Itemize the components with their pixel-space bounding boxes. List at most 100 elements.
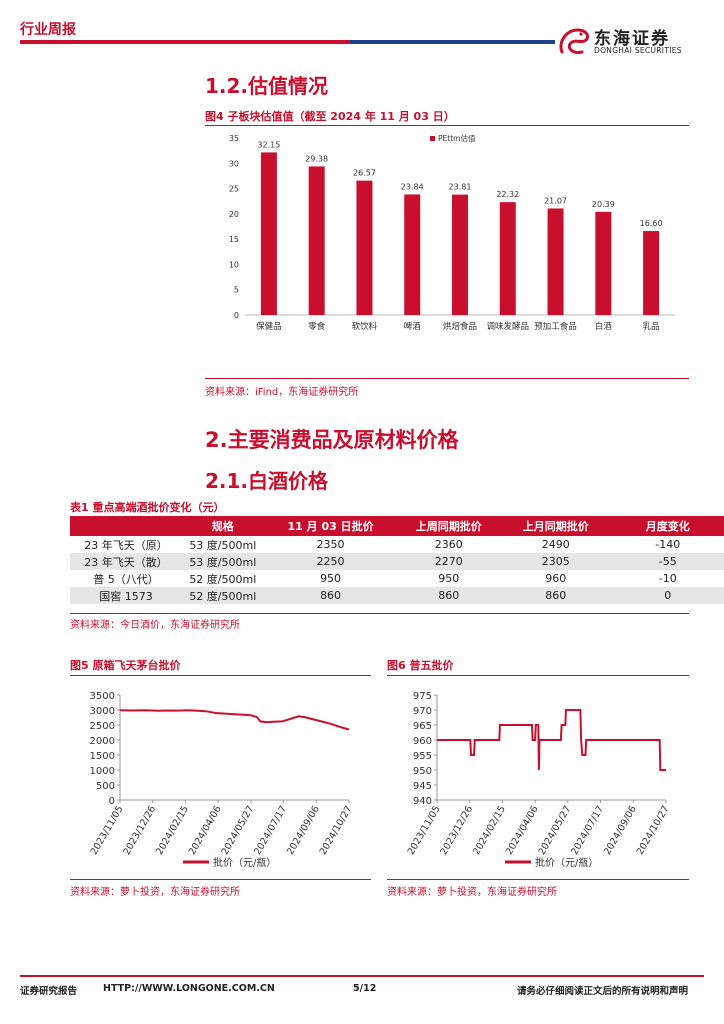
x-tick-label: 2024/07/17 — [252, 804, 289, 857]
figure5-top-rule — [70, 675, 371, 676]
table-header-cell: 上月同期批价 — [499, 516, 612, 536]
bar — [260, 152, 277, 315]
wuliangye-price-line-chart: 940 945 950 955 960 965 970 975 2023/11/052023/1… — [406, 691, 672, 869]
valuation-bar-chart: 0 5 10 15 20 25 30 35 32.15 保健品 29.38 零食 26.57 软饮料 23.… — [229, 133, 675, 332]
x-tick-label: 2024/10/27 — [635, 804, 672, 857]
table-cell: 53 度/500ml — [182, 553, 264, 570]
figure5-bottom-rule — [70, 879, 371, 880]
legend-swatch — [430, 136, 435, 141]
legend-label: PEttm估值 — [438, 133, 476, 143]
x-tick-label: 2024/04/06 — [504, 804, 541, 857]
price-series-line — [437, 709, 666, 771]
table-cell: 2270 — [397, 553, 500, 570]
table-cell: 2490 — [541, 538, 570, 551]
footer-rule — [20, 975, 704, 977]
bar-value-label: 32.15 — [257, 140, 280, 149]
table1-bottom-rule — [70, 613, 689, 614]
y-tick-label: 0 — [109, 796, 115, 807]
logo-english-name: DONGHAI SECURITIES — [594, 46, 682, 55]
table-row: 23 年飞天（原） 53 度/500ml 2350 2360 2490 -140 — [70, 536, 724, 553]
y-tick-label: 3500 — [90, 691, 115, 702]
figure6-top-rule — [387, 675, 689, 676]
table-cell: 960 — [545, 572, 567, 585]
table-cell: 2250 — [263, 553, 398, 570]
y-tick-label: 955 — [413, 751, 432, 762]
x-category-label: 零食 — [308, 321, 326, 332]
table-cell: 950 — [320, 572, 342, 585]
table1-container: 规格 11 月 03 日批价 上周同期批价 上月同期批价 月度变化 23 年飞天（原） 5… — [70, 516, 724, 604]
y-tick-label: 2500 — [90, 721, 115, 732]
legend-label: 批价（元/瓶） — [213, 856, 276, 869]
bar-value-label: 23.81 — [449, 183, 472, 192]
table-cell: 860 — [397, 587, 500, 604]
y-tick-label: 2000 — [90, 736, 115, 747]
y-tick-label: 35 — [229, 134, 239, 143]
table-cell: 23 年飞天（原） — [84, 538, 168, 552]
company-logo: 东海证券 DONGHAI SECURITIES — [556, 24, 706, 60]
bar — [643, 231, 660, 315]
x-tick-label: 2024/05/27 — [220, 804, 257, 857]
price-table: 规格 11 月 03 日批价 上周同期批价 上月同期批价 月度变化 23 年飞天（原） 5… — [70, 516, 724, 604]
x-tick-label: 2024/05/27 — [537, 804, 574, 857]
x-tick-label: 2024/09/06 — [602, 804, 639, 857]
table-cell: 23 年飞天（散） — [70, 553, 183, 570]
bar — [499, 202, 516, 315]
y-tick-label: 945 — [413, 781, 432, 792]
table-cell: 52 度/500ml — [189, 572, 257, 586]
y-tick-label: 30 — [229, 159, 239, 168]
x-category-label: 白酒 — [595, 321, 613, 332]
header-rule-blue — [350, 40, 555, 44]
y-tick-label: 975 — [413, 691, 432, 702]
table-row: 国窖 1573 52 度/500ml 860 860 860 0 — [70, 587, 724, 604]
bar — [308, 166, 325, 315]
bar-value-label: 21.07 — [544, 196, 567, 205]
table-header-cell: 11 月 03 日批价 — [263, 516, 398, 536]
bar — [452, 194, 468, 315]
footer-website-link[interactable]: HTTP://WWW.LONGONE.COM.CN — [103, 983, 275, 994]
y-tick-label: 970 — [413, 706, 432, 717]
table-cell: -10 — [658, 572, 677, 585]
table-row: 普 5（八代） 52 度/500ml 950 950 960 -10 — [70, 570, 724, 587]
bar-value-label: 20.39 — [592, 200, 615, 209]
table-header-cell: 规格 — [182, 516, 264, 536]
x-tick-label: 2024/02/15 — [471, 804, 508, 857]
figure6-source: 资料来源：萝卜投资，东海证券研究所 — [387, 887, 557, 898]
x-category-label: 保健品 — [256, 321, 282, 332]
table-cell: -140 — [655, 538, 681, 551]
table-cell: 0 — [611, 587, 724, 604]
table-cell: 52 度/500ml — [182, 587, 264, 604]
table-cell: -55 — [611, 553, 724, 570]
x-category-label: 预加工食品 — [534, 321, 577, 332]
dragon-logo-icon — [559, 28, 590, 54]
x-tick-label: 2024/04/06 — [187, 804, 224, 857]
table-cell: 53 度/500ml — [189, 538, 257, 552]
x-category-label: 啤酒 — [404, 321, 422, 332]
section-title-prices: 2.主要消费品及原材料价格 — [205, 428, 459, 452]
y-tick-label: 25 — [229, 185, 239, 194]
figure4-top-rule — [205, 125, 689, 126]
figure6-title: 图6 普五批价 — [387, 659, 454, 672]
table-header-cell: 月度变化 — [611, 516, 724, 536]
bar-value-label: 26.57 — [353, 169, 376, 178]
bar — [547, 208, 564, 315]
table-cell: 2360 — [434, 538, 463, 551]
figure5-source: 资料来源：萝卜投资，东海证券研究所 — [70, 887, 240, 898]
y-tick-label: 960 — [413, 736, 432, 747]
table-header-cell — [70, 516, 183, 536]
x-tick-label: 2024/09/06 — [285, 804, 322, 857]
logo-chinese-name: 东海证券 — [594, 29, 670, 49]
subsection-title-baijiu: 2.1.白酒价格 — [205, 469, 329, 493]
table-row: 23 年飞天（散） 53 度/500ml 2250 2270 2305 -55 — [70, 553, 724, 570]
x-category-label: 软饮料 — [352, 321, 378, 332]
x-category-label: 调味发酵品 — [487, 321, 530, 332]
y-tick-label: 20 — [229, 210, 239, 219]
moutai-price-line-chart: 05001000150020002500300035002023/11/0520… — [89, 691, 355, 869]
figure5-title: 图5 原箱飞天茅台批价 — [70, 659, 181, 672]
figure4-source: 资料来源：iFind，东海证券研究所 — [205, 387, 359, 398]
table1-title: 表1 重点高端酒批价变化（元） — [70, 501, 225, 514]
y-tick-label: 965 — [413, 721, 432, 732]
bar-value-label: 16.60 — [640, 219, 663, 228]
x-tick-label: 2024/02/15 — [154, 804, 191, 857]
bar-value-label: 29.38 — [305, 154, 328, 163]
table1-source: 资料来源：今日酒价，东海证券研究所 — [70, 620, 240, 631]
